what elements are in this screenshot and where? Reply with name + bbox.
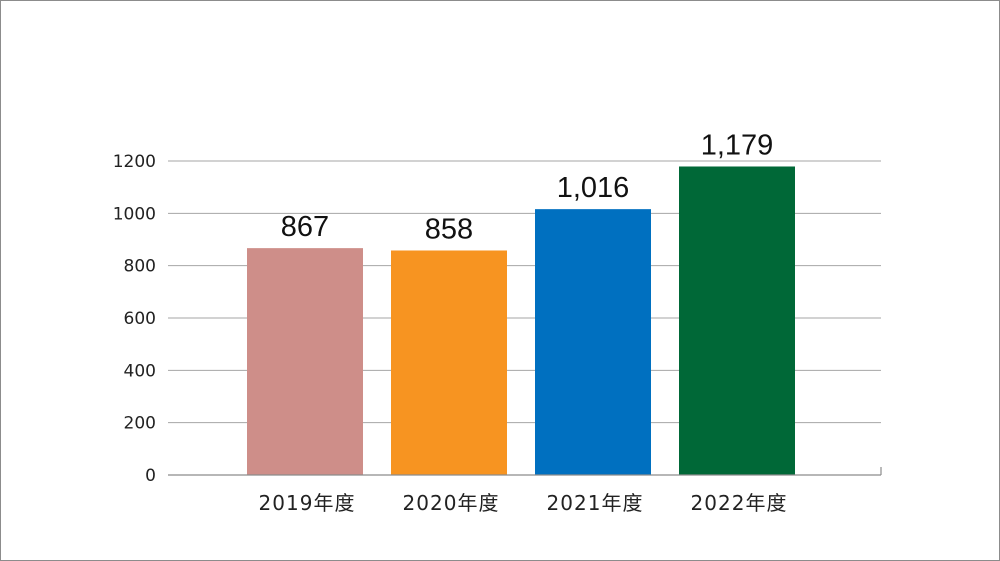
data-label: 1,016 (557, 172, 630, 204)
y-tick-label: 400 (124, 361, 156, 381)
y-axis: 0 200 400 600 800 1000 1200 (113, 152, 156, 486)
bar (535, 209, 651, 475)
bar (391, 250, 507, 475)
x-axis: 2019年度 2020年度 2021年度 2022年度 (168, 467, 882, 515)
data-label: 867 (281, 211, 329, 243)
y-tick-label: 200 (124, 414, 156, 434)
x-tick-label: 2020年度 (403, 491, 500, 515)
y-tick-label: 1200 (113, 152, 156, 172)
x-tick-label: 2021年度 (547, 491, 644, 515)
bar (247, 248, 363, 475)
x-tick-label: 2019年度 (259, 491, 356, 515)
x-tick-label: 2022年度 (691, 491, 788, 515)
bars (247, 166, 795, 475)
data-labels: 867 858 1,016 1,179 (281, 129, 773, 245)
y-tick-label: 1000 (113, 204, 156, 224)
data-label: 858 (425, 213, 473, 245)
y-tick-label: 600 (124, 309, 156, 329)
data-label: 1,179 (701, 129, 774, 161)
y-tick-label: 800 (124, 257, 156, 277)
bar (679, 166, 795, 475)
y-tick-label: 0 (145, 466, 156, 486)
